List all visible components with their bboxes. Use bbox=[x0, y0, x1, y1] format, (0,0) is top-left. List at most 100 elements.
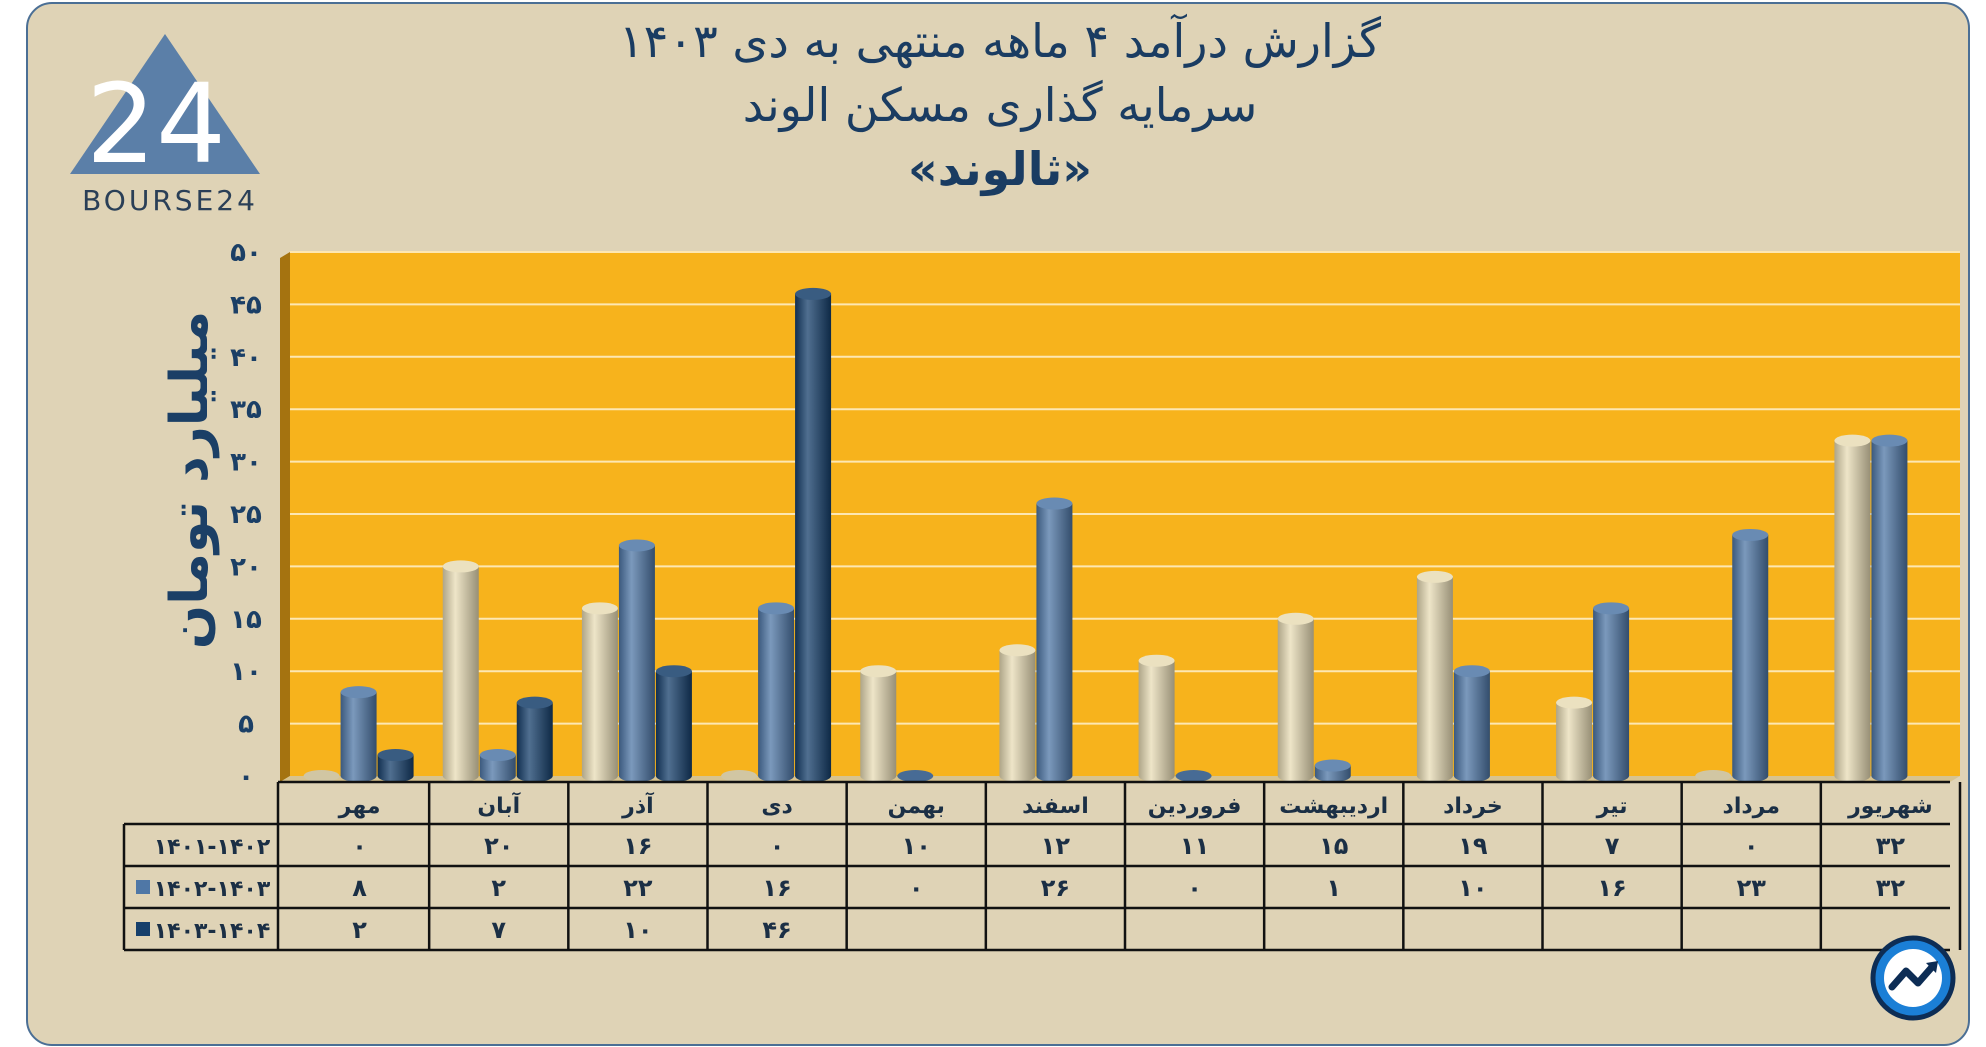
bar-cap bbox=[999, 644, 1036, 657]
bar-body bbox=[581, 608, 618, 783]
y-tick-label: ۵۰ bbox=[230, 238, 262, 268]
bar bbox=[1036, 497, 1073, 783]
bar-cap bbox=[1593, 602, 1630, 615]
bar-cap bbox=[618, 539, 655, 552]
bar-body bbox=[340, 692, 377, 783]
data-label: ۰ bbox=[1744, 832, 1759, 860]
bar-cap bbox=[1834, 434, 1871, 447]
data-label: ۱۶ bbox=[762, 874, 791, 902]
bar-cap bbox=[1314, 759, 1351, 772]
bar-body bbox=[1416, 576, 1453, 783]
bar bbox=[1138, 654, 1175, 783]
bar-cap bbox=[303, 770, 340, 782]
bar-body bbox=[758, 608, 795, 783]
data-label: ۲۶ bbox=[1041, 874, 1070, 902]
data-label: ۱۹ bbox=[1458, 832, 1488, 860]
data-label: ۱۵ bbox=[1319, 832, 1348, 860]
y-tick-label: ۱۵ bbox=[230, 605, 262, 635]
data-label: ۲۲ bbox=[623, 874, 653, 902]
bar bbox=[516, 696, 553, 783]
bar bbox=[581, 602, 618, 783]
data-label: ۰ bbox=[909, 874, 924, 902]
logo-mark: 24 bbox=[86, 60, 226, 188]
legend-swatch bbox=[136, 880, 150, 894]
trend-chart-icon[interactable] bbox=[1870, 935, 1956, 1021]
legend-swatch bbox=[136, 922, 150, 936]
bar-body bbox=[860, 671, 897, 783]
bar-cap bbox=[1138, 654, 1175, 667]
y-tick-label: ۳۵ bbox=[230, 395, 262, 425]
bar-cap bbox=[1871, 434, 1908, 447]
bar-body bbox=[1138, 660, 1175, 783]
x-category-label: خرداد bbox=[1443, 794, 1503, 819]
bar-cap bbox=[655, 665, 692, 678]
bar bbox=[303, 770, 340, 782]
data-label: ۱۲ bbox=[1041, 832, 1071, 860]
x-category-label: دی bbox=[761, 794, 792, 819]
bar bbox=[1453, 665, 1490, 783]
bar-body bbox=[516, 702, 553, 783]
bar bbox=[999, 644, 1036, 782]
bar bbox=[795, 287, 832, 783]
bar bbox=[1277, 612, 1314, 783]
data-label: ۲۰ bbox=[484, 832, 513, 860]
bar-cap bbox=[1175, 770, 1212, 782]
legend-series-name: ۱۴۰۲-۱۴۰۳ bbox=[154, 877, 271, 902]
x-category-label: اردیبهشت bbox=[1279, 794, 1388, 819]
data-label: ۱۰ bbox=[623, 916, 652, 944]
bar-cap bbox=[1695, 770, 1732, 782]
data-label: ۰ bbox=[352, 832, 367, 860]
data-label: ۱ bbox=[1326, 874, 1341, 902]
title-line-1: گزارش درآمد ۴ ماهه منتهی به دی ۱۴۰۳ bbox=[618, 14, 1382, 68]
bar-cap bbox=[1732, 528, 1769, 541]
bar bbox=[442, 560, 479, 783]
bourse24-logo: 24 bbox=[70, 34, 260, 188]
plot-floor bbox=[280, 776, 1960, 782]
bar-body bbox=[1871, 440, 1908, 783]
x-category-label: آذر bbox=[621, 791, 654, 819]
legend-series-name: ۱۴۰۳-۱۴۰۴ bbox=[154, 919, 271, 944]
y-tick-label: ۵ bbox=[238, 710, 254, 740]
plot-side-wall bbox=[280, 252, 290, 782]
bar-body bbox=[442, 566, 479, 783]
bar bbox=[377, 749, 414, 783]
data-label: ۰ bbox=[770, 832, 785, 860]
bar bbox=[1871, 434, 1908, 783]
bar bbox=[758, 602, 795, 783]
data-label: ۳۲ bbox=[1876, 832, 1906, 860]
bar-body bbox=[1556, 702, 1593, 783]
data-label: ۱۰ bbox=[1458, 874, 1487, 902]
bar-cap bbox=[581, 602, 618, 615]
legend-series-name: ۱۴۰۱-۱۴۰۲ bbox=[154, 835, 271, 860]
bar-cap bbox=[1416, 570, 1453, 583]
bar bbox=[655, 665, 692, 783]
data-label: ۰ bbox=[1187, 874, 1202, 902]
bar-cap bbox=[1453, 665, 1490, 678]
bar bbox=[1556, 696, 1593, 783]
bar-cap bbox=[442, 560, 479, 573]
bar-cap bbox=[516, 696, 553, 709]
data-label: ۲ bbox=[491, 874, 506, 902]
bar bbox=[618, 539, 655, 783]
bar-body bbox=[1453, 671, 1490, 783]
data-label: ۱۰ bbox=[902, 832, 931, 860]
data-label: ۲ bbox=[352, 916, 367, 944]
bar-cap bbox=[1277, 612, 1314, 625]
bar-body bbox=[1036, 503, 1073, 783]
x-category-label: اسفند bbox=[1022, 794, 1089, 819]
bar-body bbox=[479, 755, 516, 783]
bar-cap bbox=[479, 749, 516, 762]
y-tick-label: ۴۰ bbox=[230, 343, 262, 373]
x-category-label: تیر bbox=[1596, 794, 1628, 819]
data-label: ۲۳ bbox=[1737, 874, 1767, 902]
bar bbox=[860, 665, 897, 783]
bar bbox=[479, 749, 516, 783]
y-tick-label: ۲۵ bbox=[230, 500, 262, 530]
bar-cap bbox=[860, 665, 897, 678]
bar-body bbox=[1732, 534, 1769, 783]
x-category-label: مهر bbox=[338, 794, 381, 819]
y-tick-label: ۱۰ bbox=[230, 657, 262, 687]
bar-body bbox=[795, 293, 832, 783]
bar bbox=[1416, 570, 1453, 783]
